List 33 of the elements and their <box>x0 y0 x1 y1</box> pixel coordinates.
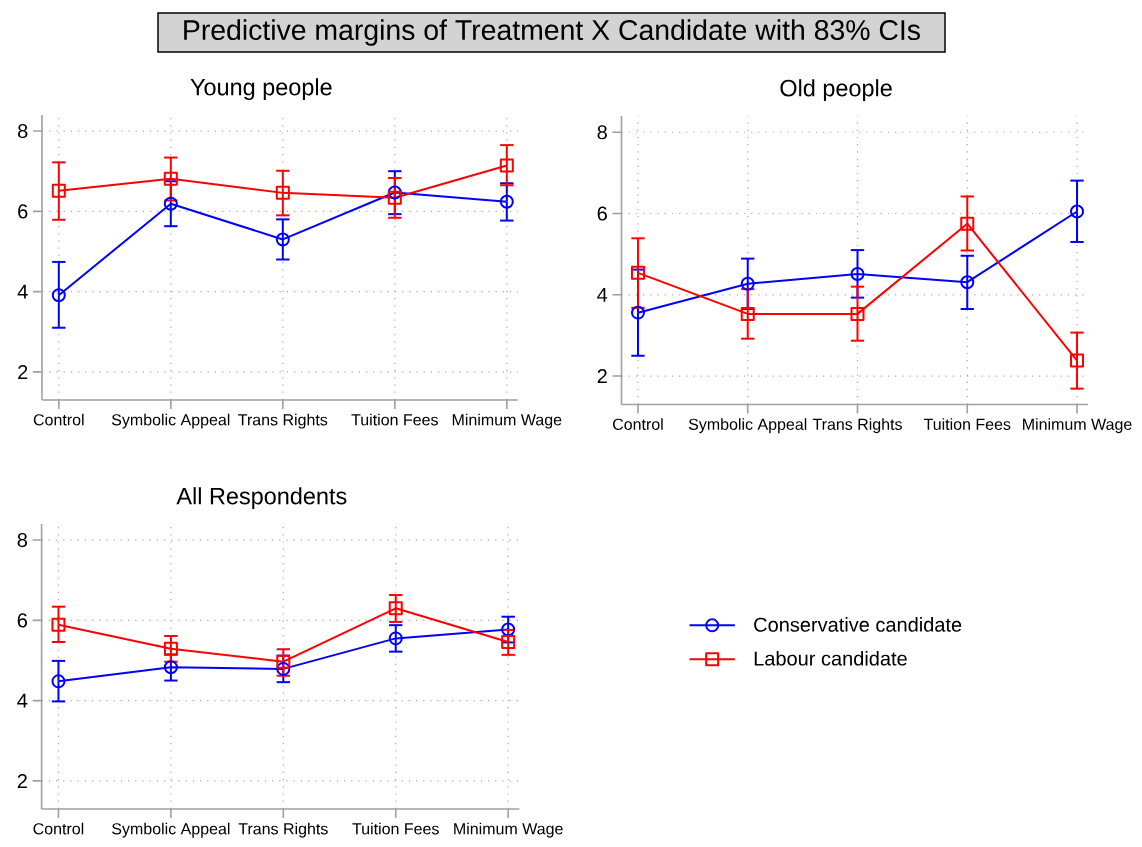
y-tick-label: 8 <box>597 125 607 140</box>
y-tick-label: 2 <box>18 364 28 379</box>
x-tick-label: Trans Rights <box>812 418 902 434</box>
y-tick-label: 8 <box>17 532 28 548</box>
x-tick-label: Tuition Fees <box>351 413 438 426</box>
y-tick-label: 2 <box>17 773 27 788</box>
x-tick-label: Symbolic Appeal <box>111 413 230 429</box>
x-tick-label: Control <box>33 822 84 835</box>
y-tick-label: 6 <box>17 613 28 628</box>
y-tick-label: 4 <box>17 693 28 708</box>
legend-label: Conservative candidate <box>754 617 962 632</box>
x-tick-label: Control <box>613 418 663 430</box>
x-tick-label: Trans Rights <box>238 822 328 838</box>
y-tick-label: 6 <box>597 206 607 221</box>
x-tick-label: Tuition Fees <box>352 822 439 835</box>
legend-label: Labour candidate <box>754 650 907 666</box>
chart-title: Young people <box>190 78 332 101</box>
y-tick-label: 4 <box>17 284 28 299</box>
x-tick-label: Trans Rights <box>238 413 328 429</box>
x-tick-label: Symbolic Appeal <box>688 418 807 434</box>
x-tick-label: Minimum Wage <box>1023 418 1132 434</box>
text: Predictive margins of Treatment X Candidate with 83% CIs <box>184 19 920 46</box>
x-tick-label: Minimum Wage <box>454 822 563 838</box>
x-tick-label: Symbolic Appeal <box>112 822 230 838</box>
x-tick-label: Tuition Fees <box>923 418 1011 430</box>
chart-title: Old people <box>780 79 892 102</box>
y-tick-label: 8 <box>18 123 28 139</box>
x-tick-label: Control <box>33 413 84 426</box>
chart-title: All Respondents <box>176 487 347 510</box>
x-tick-label: Minimum Wage <box>452 413 562 429</box>
y-tick-label: 4 <box>597 287 608 302</box>
y-tick-label: 6 <box>18 204 28 219</box>
y-tick-label: 2 <box>597 369 607 384</box>
